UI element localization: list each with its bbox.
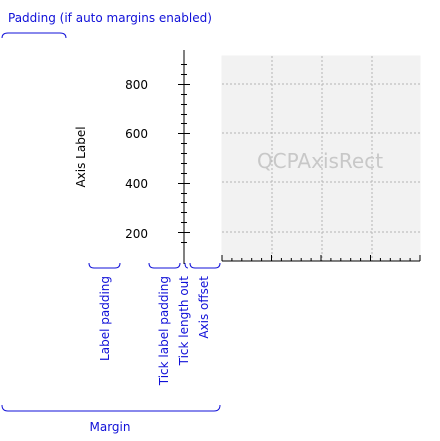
tick-label-padding-bracket	[148, 262, 181, 269]
tick-length-out-bracket	[184, 262, 189, 269]
padding-annotation: Padding (if auto margins enabled)	[8, 11, 212, 25]
grid	[222, 56, 420, 261]
label-padding-annotation: Label padding	[98, 276, 112, 361]
margin-annotation: Margin	[90, 420, 131, 434]
tick-length-out-annotation: Tick length out	[177, 276, 191, 367]
tick-label-200: 200	[125, 227, 148, 241]
tick-label-padding-annotation: Tick label padding	[157, 276, 171, 386]
tick-label-600: 600	[125, 127, 148, 141]
padding-bracket	[1, 32, 67, 39]
axis-label: Axis Label	[74, 126, 88, 187]
bottom-axis-ticks	[221, 255, 421, 261]
axis-rect-label: QCPAxisRect	[257, 149, 383, 173]
tick-label-400: 400	[125, 177, 148, 191]
left-axis-ticks	[178, 64, 190, 243]
axis-offset-annotation: Axis offset	[197, 276, 211, 339]
tick-label-800: 800	[125, 78, 148, 92]
margin-bracket	[1, 404, 221, 412]
axis-offset-bracket	[189, 262, 221, 269]
axis-rect-background	[221, 55, 421, 262]
label-padding-bracket	[88, 262, 121, 269]
